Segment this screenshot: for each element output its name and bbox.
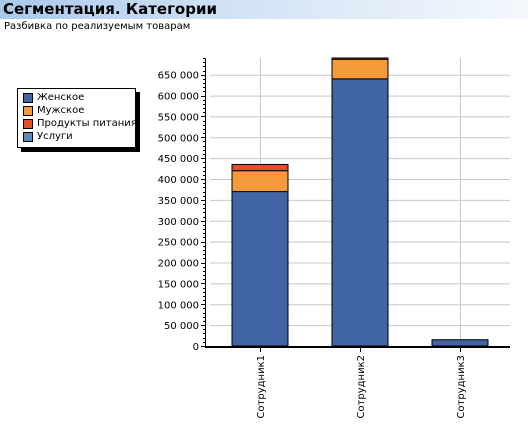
x-tick-label-2: Сотрудник3 [456,355,467,419]
y-tick-label-10: 500 000 [158,133,199,144]
y-tick-label-13: 650 000 [158,71,199,82]
bar-1-series-2 [331,57,389,60]
legend-label-food: Продукты питания [37,118,137,129]
bar-1-series-0 [331,78,389,347]
bar-2-series-0 [431,339,489,347]
legend-swatch-food [23,118,33,129]
legend-item-services: Услуги [23,130,73,143]
chart-legend: Женское Мужское Продукты питания Услуги [17,88,137,148]
y-tick-label-0: 0 [193,342,199,353]
bar-1-series-1 [331,58,389,80]
legend-item-female: Женское [23,91,84,104]
bar-0-series-1 [231,170,289,193]
legend-swatch-services [23,131,33,142]
y-tick-label-2: 100 000 [158,300,199,311]
y-tick-label-5: 250 000 [158,238,199,249]
y-tick-label-9: 450 000 [158,154,199,165]
y-tick-label-8: 400 000 [158,175,199,186]
y-tick-label-7: 350 000 [158,196,199,207]
x-tick-label-1: Сотрудник2 [356,355,367,419]
legend-swatch-female [23,92,33,103]
y-tick-label-11: 550 000 [158,112,199,123]
legend-label-male: Мужское [37,105,85,116]
y-tick-label-1: 50 000 [164,321,199,332]
legend-label-female: Женское [37,92,85,103]
y-tick-label-3: 150 000 [158,279,199,290]
bar-0-series-2 [231,163,289,172]
y-tick-label-12: 600 000 [158,92,199,103]
header-band [0,0,528,19]
legend-label-services: Услуги [37,131,73,142]
page-subtitle: Разбивка по реализуемым товарам [4,21,191,32]
y-tick-label-6: 300 000 [158,217,199,228]
y-tick-label-4: 200 000 [158,259,199,270]
legend-swatch-male [23,105,33,116]
x-tick-label-0: Сотрудник1 [256,355,267,419]
legend-item-food: Продукты питания [23,117,137,130]
bar-0-series-0 [231,191,289,347]
legend-item-male: Мужское [23,104,84,117]
page-title: Сегментация. Категории [3,0,217,18]
